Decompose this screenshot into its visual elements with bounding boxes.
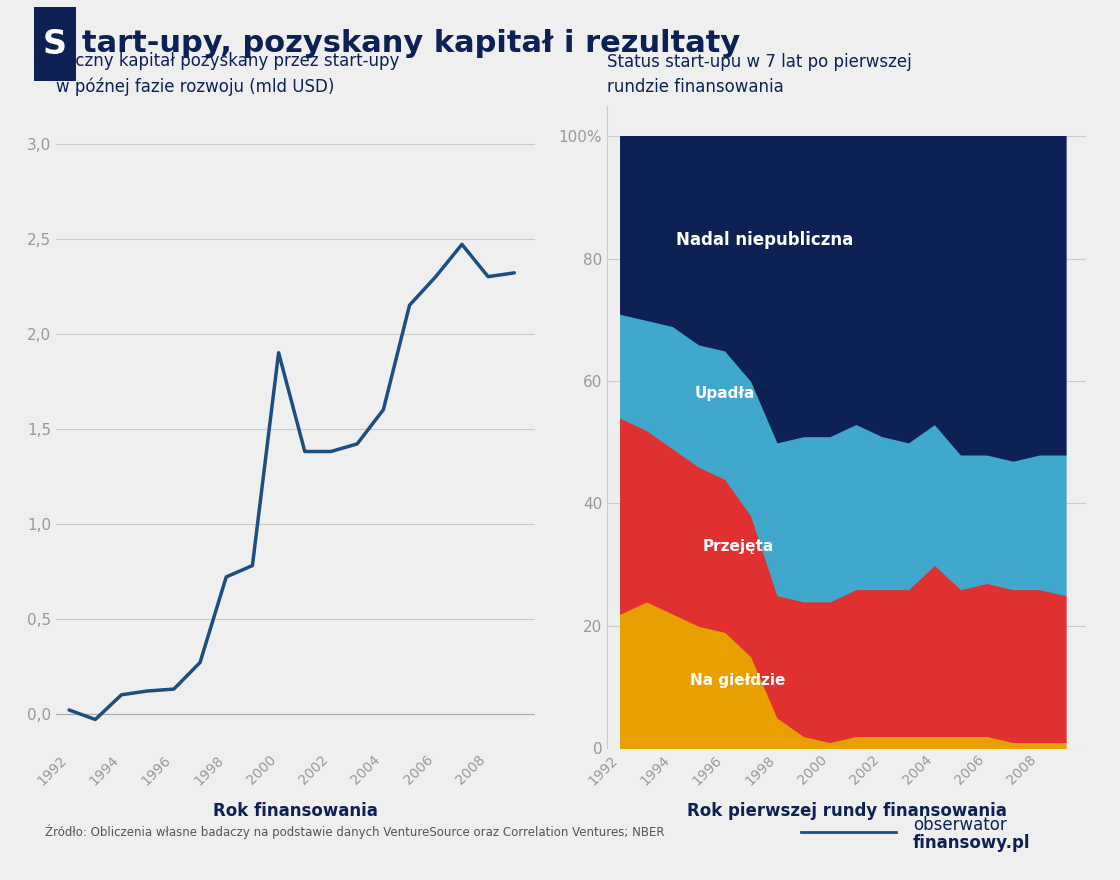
Text: Upadła: Upadła [694, 385, 755, 400]
X-axis label: Rok finansowania: Rok finansowania [213, 802, 379, 820]
Text: Na giełdzie: Na giełdzie [690, 673, 786, 688]
Text: finansowy.pl: finansowy.pl [913, 834, 1030, 852]
Text: Łączny kapitał pozyskany przez start-upy
w późnej fazie rozwoju (mld USD): Łączny kapitał pozyskany przez start-upy… [56, 52, 400, 96]
Text: tart-upy, pozyskany kapitał i rezultaty: tart-upy, pozyskany kapitał i rezultaty [82, 30, 740, 58]
Text: Źródło: Obliczenia własne badaczy na podstawie danych VentureSource oraz Correla: Źródło: Obliczenia własne badaczy na pod… [45, 825, 664, 839]
Text: Przejęta: Przejęta [702, 539, 774, 554]
Text: S: S [43, 27, 67, 61]
Text: obserwator: obserwator [913, 817, 1007, 834]
X-axis label: Rok pierwszej rundy finansowania: Rok pierwszej rundy finansowania [687, 802, 1007, 820]
Bar [34, 7, 76, 81]
Text: Nadal niepubliczna: Nadal niepubliczna [675, 231, 853, 249]
Text: Status start-upu w 7 lat po pierwszej
rundzie finansowania: Status start-upu w 7 lat po pierwszej ru… [607, 53, 912, 96]
